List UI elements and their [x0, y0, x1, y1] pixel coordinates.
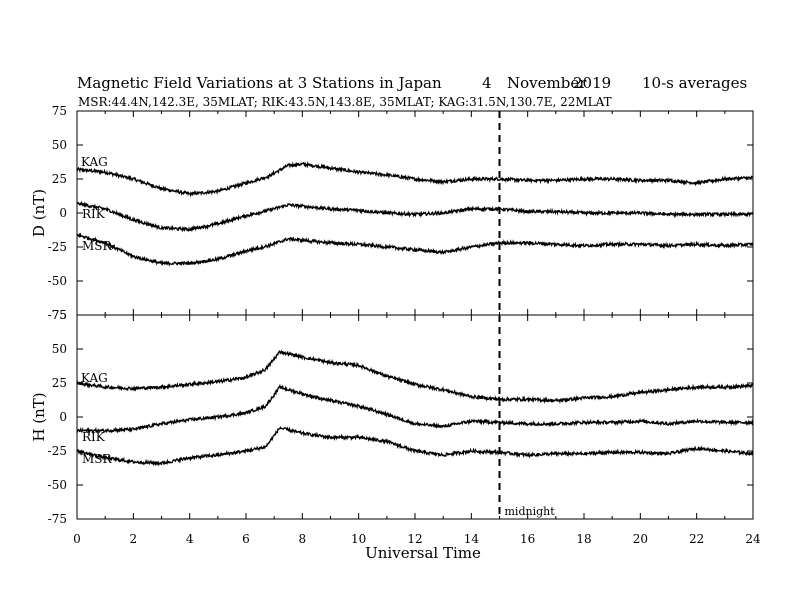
- series-label-rik: RIK: [82, 207, 106, 221]
- averaging-label: 10-s averages: [642, 74, 747, 92]
- x-tick-label: 2: [130, 532, 138, 546]
- series-line-msr: [76, 425, 754, 467]
- y-tick-label: 0: [59, 410, 67, 424]
- x-tick-label: 0: [73, 532, 81, 546]
- x-tick-label: 4: [186, 532, 194, 546]
- series-line-kag: [76, 349, 754, 405]
- y-tick-label: -25: [48, 240, 67, 254]
- series-label-msr: MSR: [82, 239, 113, 253]
- x-tick-label: 18: [576, 532, 591, 546]
- date-year: 2019: [573, 74, 611, 92]
- series-label-kag: KAG: [81, 371, 108, 385]
- y-tick-label: 25: [52, 172, 67, 186]
- y-tick-label: -75: [48, 308, 67, 322]
- y-tick-label: 50: [52, 138, 67, 152]
- y-tick-label: -50: [48, 274, 67, 288]
- x-tick-label: 8: [299, 532, 307, 546]
- y-tick-label: 0: [59, 206, 67, 220]
- y-tick-label: -75: [48, 512, 67, 526]
- series-line-kag: [76, 160, 754, 198]
- x-tick-label: 24: [745, 532, 761, 546]
- y-tick-label: -50: [48, 478, 67, 492]
- date-day: 4: [482, 74, 492, 92]
- series-label-msr: MSR: [82, 452, 113, 466]
- y-tick-label: 75: [52, 308, 67, 322]
- series-label-kag: KAG: [81, 155, 108, 169]
- x-tick-label: 12: [407, 532, 422, 546]
- midnight-label: midnight: [505, 505, 556, 518]
- x-tick-label: 20: [633, 532, 648, 546]
- date-month: November: [507, 74, 587, 92]
- series-line-rik: [76, 200, 754, 233]
- x-tick-label: 22: [689, 532, 704, 546]
- x-tick-label: 14: [464, 532, 480, 546]
- d-axis-label: D (nT): [30, 189, 48, 237]
- series-label-rik: RIK: [82, 430, 106, 444]
- d-panel: 75 50 25 0 -25 -50 -75 KAG RIK MSR: [48, 104, 754, 322]
- y-tick-label: 75: [52, 104, 67, 118]
- stations-subtitle: MSR:44.4N,142.3E, 35MLAT; RIK:43.5N,143.…: [78, 95, 612, 109]
- h-axis-label: H (nT): [30, 392, 48, 441]
- y-tick-label: 25: [52, 376, 67, 390]
- chart-title: Magnetic Field Variations at 3 Stations …: [77, 74, 442, 92]
- h-panel: 75 50 25 0 -25 -50 -75 KAG RIK MSR: [48, 308, 754, 526]
- x-tick-label: 16: [520, 532, 535, 546]
- series-line-rik: [76, 383, 754, 435]
- y-tick-label: -25: [48, 444, 67, 458]
- y-tick-label: 50: [52, 342, 67, 356]
- x-axis-label: Universal Time: [365, 544, 481, 562]
- x-axis: 0 2 4 6 8 10 12 14 16 18 20 22 24: [73, 532, 761, 546]
- series-line-msr: [77, 232, 754, 267]
- x-tick-label: 10: [351, 532, 366, 546]
- h-panel-frame: [76, 314, 754, 520]
- x-tick-label: 6: [242, 532, 250, 546]
